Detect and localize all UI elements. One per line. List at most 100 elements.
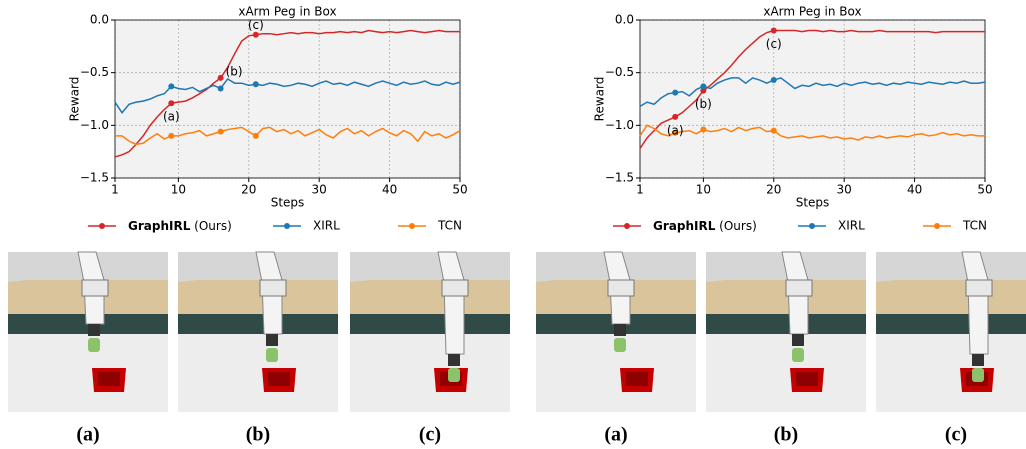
y-axis-label: Reward (68, 77, 82, 122)
robot-joint (965, 279, 993, 297)
legend-label: XIRL (838, 219, 865, 233)
annotation: (c) (766, 37, 782, 51)
scene-image (706, 251, 866, 412)
annotation: (a) (163, 110, 180, 124)
annotation: (a) (667, 123, 684, 137)
y-tick-label: 0.0 (90, 13, 109, 27)
legend-marker (284, 223, 290, 229)
y-tick-label: −1.5 (80, 171, 109, 185)
robot-joint (441, 279, 469, 297)
series-line (639, 77, 986, 108)
y-tick-label: −1.5 (605, 171, 634, 185)
marker (770, 77, 777, 84)
y-tick-label: −0.5 (605, 65, 634, 79)
x-tick-label: 10 (696, 183, 711, 197)
peg (614, 338, 626, 352)
panel-caption: (b) (774, 424, 798, 446)
table (350, 280, 510, 314)
marker (168, 100, 175, 107)
annotation: (b) (226, 64, 243, 78)
x-tick-label: 40 (382, 183, 397, 197)
gripper (792, 334, 804, 346)
chart-title: xArm Peg in Box (238, 5, 336, 19)
box-inner (626, 372, 648, 386)
legend-label: TCN (437, 219, 462, 233)
gripper (972, 354, 984, 366)
x-axis-label: Steps (796, 196, 830, 210)
legend-marker (624, 223, 630, 229)
box-inner (796, 372, 818, 386)
marker (217, 85, 224, 92)
gripper (448, 354, 460, 366)
box-inner (98, 372, 120, 386)
marker (672, 129, 679, 136)
marker (770, 127, 777, 134)
box-inner (268, 372, 290, 386)
floor (178, 334, 338, 412)
y-tick-label: −1.0 (80, 118, 109, 132)
legend-marker (809, 223, 815, 229)
peg (266, 348, 278, 362)
y-tick-label: 0.0 (615, 13, 634, 27)
plot-area (640, 20, 985, 178)
legend-label: TCN (962, 219, 987, 233)
x-tick-label: 40 (907, 183, 922, 197)
marker (252, 81, 259, 88)
panel-caption: (a) (76, 424, 99, 446)
y-tick-label: −0.5 (80, 65, 109, 79)
marker (700, 126, 707, 133)
robot-joint (259, 279, 287, 297)
table (178, 280, 338, 314)
marker (168, 83, 175, 90)
marker (252, 31, 259, 38)
legend-marker (409, 223, 415, 229)
x-tick-label: 20 (241, 183, 256, 197)
panel-caption: (b) (246, 424, 270, 446)
gripper (266, 334, 278, 346)
y-axis-label: Reward (593, 77, 607, 122)
peg (792, 348, 804, 362)
plot-area (115, 20, 460, 178)
panel-caption: (c) (945, 424, 967, 446)
peg (972, 368, 984, 382)
panel-caption: (c) (419, 424, 441, 446)
table (706, 280, 866, 314)
x-tick-label: 10 (171, 183, 186, 197)
scene-image (178, 251, 338, 412)
scene-image (8, 251, 168, 412)
panel-caption: (a) (604, 424, 627, 446)
robot-joint (81, 279, 109, 297)
floor (350, 334, 510, 412)
table-edge (178, 314, 338, 334)
gripper (614, 324, 626, 336)
plot-frame (639, 19, 986, 179)
x-tick-label: 30 (837, 183, 852, 197)
legend-label: GraphIRL (Ours) (653, 219, 757, 233)
marker (252, 132, 259, 139)
marker (217, 128, 224, 135)
x-axis-label: Steps (271, 196, 305, 210)
legend-label: GraphIRL (Ours) (128, 219, 232, 233)
legend-marker (99, 223, 105, 229)
series-line (639, 124, 985, 141)
marker (672, 89, 679, 96)
table (876, 280, 1026, 314)
marker (672, 113, 679, 120)
floor (876, 334, 1026, 412)
legend-label: XIRL (313, 219, 340, 233)
marker (770, 27, 777, 34)
marker (217, 74, 224, 81)
x-tick-label: 30 (312, 183, 327, 197)
robot-joint (785, 279, 813, 297)
gripper (88, 324, 100, 336)
x-tick-label: 50 (977, 183, 992, 197)
robot-joint (607, 279, 635, 297)
plot-frame (114, 19, 461, 179)
scene-image (876, 251, 1026, 412)
legend-marker (934, 223, 940, 229)
table-edge (876, 314, 1026, 334)
scene-image (536, 251, 696, 412)
y-tick-label: −1.0 (605, 118, 634, 132)
